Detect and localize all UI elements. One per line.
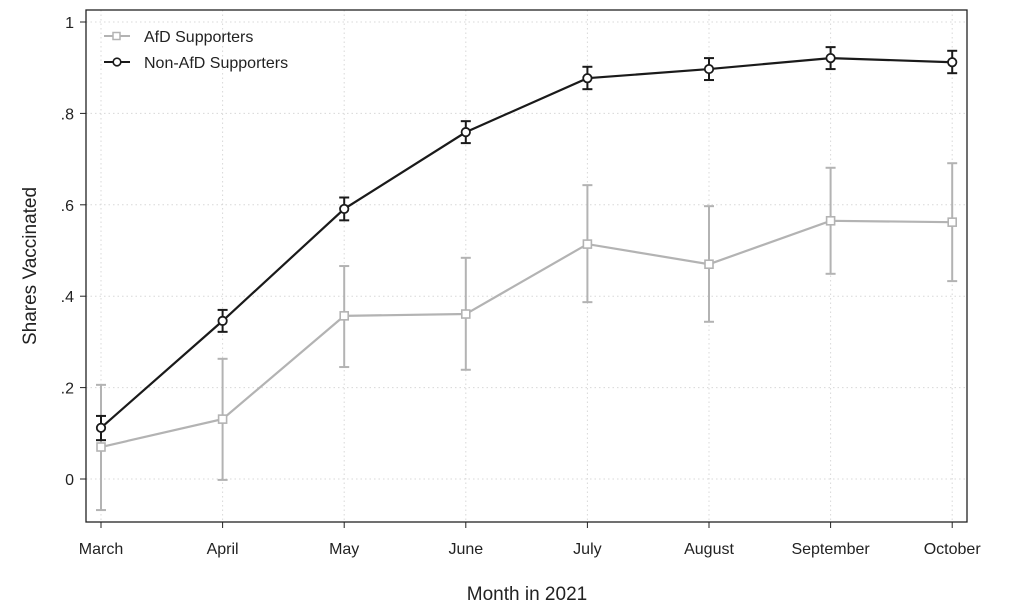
y-tick-label: .4 xyxy=(61,289,74,306)
x-tick-label: July xyxy=(573,541,601,558)
y-tick-label: .8 xyxy=(61,106,74,123)
y-axis-label: Shares Vaccinated xyxy=(20,187,41,345)
x-tick-label: August xyxy=(684,541,734,558)
legend-label: AfD Supporters xyxy=(144,29,253,46)
y-tick-label: 1 xyxy=(65,15,74,32)
y-axis: 0 .2 .4 .6 .8 1 xyxy=(61,15,86,489)
data-point xyxy=(95,422,107,433)
x-axis-label: Month in 2021 xyxy=(467,584,587,605)
data-point xyxy=(825,53,836,64)
x-tick-label: May xyxy=(329,541,359,558)
data-point xyxy=(582,239,593,249)
legend-label: Non-AfD Supporters xyxy=(144,55,288,72)
series-line xyxy=(100,57,953,429)
data-point xyxy=(460,309,471,319)
y-tick-label: 0 xyxy=(65,472,74,489)
legend-marker xyxy=(112,31,121,41)
data-point xyxy=(947,217,958,227)
plot-frame xyxy=(85,9,968,523)
data-point xyxy=(582,73,593,84)
x-tick-label: October xyxy=(924,541,982,558)
data-point xyxy=(825,215,836,226)
data-point xyxy=(339,203,350,215)
series-layer xyxy=(95,46,958,512)
data-point xyxy=(96,442,106,452)
data-point xyxy=(217,414,228,424)
data-point xyxy=(217,315,228,326)
x-axis: March April May June July August September Octo… xyxy=(79,522,982,558)
x-tick-label: March xyxy=(79,541,123,558)
data-point xyxy=(947,57,958,68)
data-point xyxy=(339,311,350,321)
x-tick-label: September xyxy=(791,541,870,558)
x-tick-label: June xyxy=(448,541,483,558)
series-line xyxy=(100,219,953,449)
series-afd xyxy=(96,162,958,512)
x-tick-label: April xyxy=(207,541,239,558)
series-non-afd xyxy=(95,46,958,442)
data-point xyxy=(703,63,715,75)
legend-marker xyxy=(112,57,122,67)
data-point xyxy=(704,259,714,270)
y-tick-label: .6 xyxy=(61,198,74,215)
grid xyxy=(86,10,967,522)
legend: AfD Supporters Non-AfD Supporters xyxy=(104,29,288,72)
y-tick-label: .2 xyxy=(61,381,74,398)
data-point xyxy=(460,127,471,138)
